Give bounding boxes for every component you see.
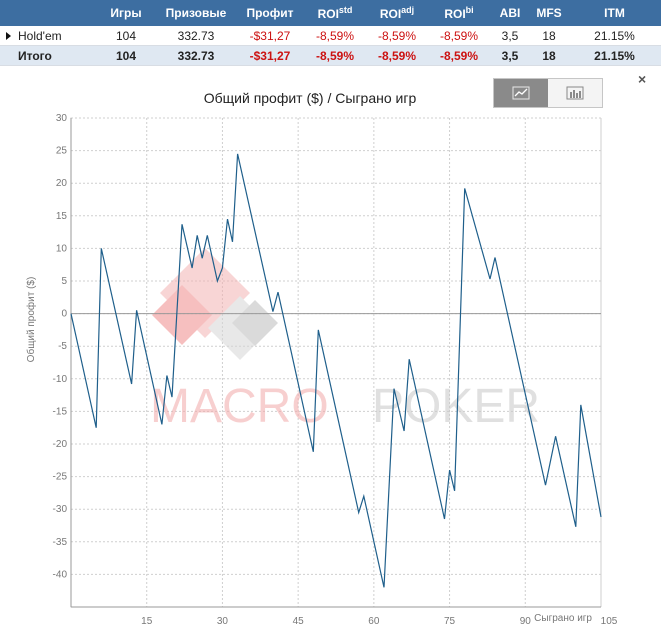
- y-tick-label: 5: [61, 276, 67, 287]
- y-tick-label: 20: [56, 178, 68, 189]
- roi-std-cell: -8,59%: [304, 26, 366, 46]
- col-header-profit[interactable]: Профит: [236, 0, 304, 26]
- y-tick-label: -20: [53, 439, 68, 450]
- table-row[interactable]: Hold'em 104 332.73 -$31,27 -8,59% -8,59%…: [0, 26, 661, 46]
- x-tick-label: 45: [293, 616, 305, 627]
- plot-border: [70, 117, 602, 608]
- profit-series-line: [70, 153, 602, 588]
- col-header-roi-bi[interactable]: ROIbi: [428, 0, 490, 26]
- col-header-abi[interactable]: ABI: [490, 0, 530, 26]
- prize-cell: 332.73: [156, 45, 236, 66]
- mfs-cell: 18: [530, 26, 568, 46]
- x-tick-label: 60: [368, 616, 380, 627]
- series: [70, 153, 602, 588]
- watermark-text-poker: POKER: [372, 380, 540, 433]
- close-icon[interactable]: ×: [638, 71, 647, 87]
- y-tick-label: -15: [53, 406, 68, 417]
- x-tick-label: 15: [141, 616, 153, 627]
- y-tick-label: 25: [56, 146, 68, 157]
- itm-cell: 21.15%: [568, 26, 661, 46]
- watermark-text-macro: MACRO: [150, 380, 329, 433]
- stats-header-row: Игры Призовые Профит ROIstd ROIadj ROIbi…: [0, 0, 661, 26]
- table-total-row: Итого 104 332.73 -$31,27 -8,59% -8,59% -…: [0, 45, 661, 66]
- abi-cell: 3,5: [490, 26, 530, 46]
- stats-table: Игры Призовые Профит ROIstd ROIadj ROIbi…: [0, 0, 661, 66]
- x-tick-label: 75: [444, 616, 456, 627]
- roi-adj-cell: -8,59%: [366, 45, 428, 66]
- col-header-mfs[interactable]: MFS: [530, 0, 568, 26]
- roi-bi-cell: -8,59%: [428, 45, 490, 66]
- y-tick-label: -35: [53, 537, 68, 548]
- y-tick-label: -10: [53, 374, 68, 385]
- itm-cell: 21.15%: [568, 45, 661, 66]
- y-tick-label: -25: [53, 472, 68, 483]
- chart-title: Общий профит ($) / Сыграно игр: [203, 90, 417, 106]
- x-tick-label: 30: [217, 616, 229, 627]
- prize-cell: 332.73: [156, 26, 236, 46]
- profit-cell: -$31,27: [236, 26, 304, 46]
- grid: [70, 117, 602, 608]
- expand-arrow-icon[interactable]: [6, 32, 11, 40]
- watermark-logo: MACRO POKER: [150, 248, 540, 433]
- bar-chart-icon: [566, 86, 584, 100]
- row-name-cell: Итого: [0, 45, 96, 66]
- line-chart-icon: [512, 86, 530, 100]
- profit-cell: -$31,27: [236, 45, 304, 66]
- col-header-roi-adj[interactable]: ROIadj: [366, 0, 428, 26]
- abi-cell: 3,5: [490, 45, 530, 66]
- x-tick-label: 105: [601, 616, 618, 627]
- row-name-cell[interactable]: Hold'em: [0, 26, 96, 46]
- roi-bi-cell: -8,59%: [428, 26, 490, 46]
- x-tick-label: 90: [520, 616, 532, 627]
- y-tick-label: -30: [53, 504, 68, 515]
- roi-adj-cell: -8,59%: [366, 26, 428, 46]
- y-tick-label: 10: [56, 243, 68, 254]
- col-header-itm[interactable]: ITM: [568, 0, 661, 26]
- games-cell: 104: [96, 45, 156, 66]
- x-axis-label: Сыграно игр: [534, 613, 592, 624]
- y-tick-label: 0: [61, 309, 67, 320]
- col-header-prize[interactable]: Призовые: [156, 0, 236, 26]
- chart-view-toggle: [493, 78, 603, 108]
- y-axis-label: Общий профит ($): [25, 277, 37, 363]
- y-tick-label: 15: [56, 211, 68, 222]
- bar-view-button[interactable]: [548, 79, 602, 107]
- y-tick-label: -40: [53, 569, 68, 580]
- line-view-button[interactable]: [494, 79, 548, 107]
- col-header-games[interactable]: Игры: [96, 0, 156, 26]
- chart-panel: [0, 69, 661, 635]
- games-cell: 104: [96, 26, 156, 46]
- y-tick-label: 30: [56, 113, 68, 124]
- col-header-roi-std[interactable]: ROIstd: [304, 0, 366, 26]
- y-tick-label: -5: [58, 341, 67, 352]
- roi-std-cell: -8,59%: [304, 45, 366, 66]
- mfs-cell: 18: [530, 45, 568, 66]
- col-header-name: [0, 0, 96, 26]
